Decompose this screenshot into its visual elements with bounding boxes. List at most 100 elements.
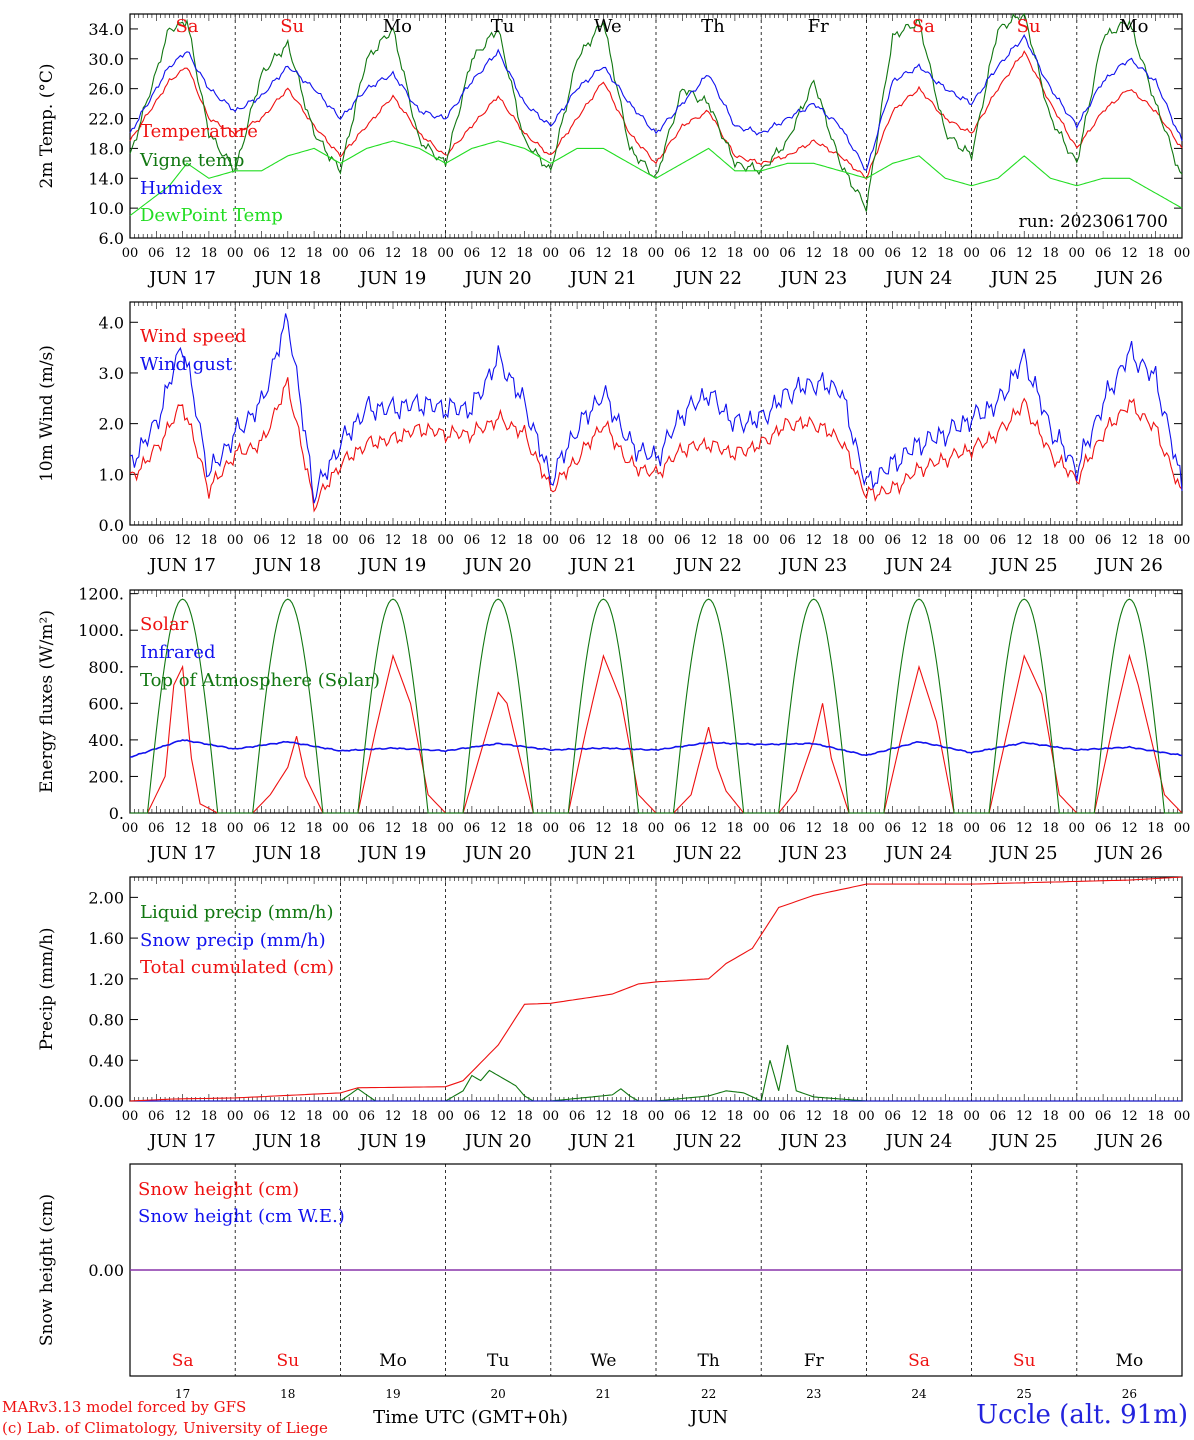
hour-tick-label: 18 — [1042, 821, 1059, 836]
hour-tick-label: 18 — [1147, 246, 1164, 261]
plot-frame — [129, 589, 1183, 814]
legend-entry: Top of Atmosphere (Solar) — [140, 670, 380, 691]
y-tick-label: 6.0 — [99, 229, 124, 248]
hour-tick-label: 00 — [753, 246, 770, 261]
hour-tick-label: 18 — [411, 533, 428, 548]
run-label: run: 2023061700 — [1019, 212, 1168, 232]
hour-tick-label: 18 — [411, 1109, 428, 1124]
date-label: JUN 26 — [1094, 843, 1163, 864]
date-label: JUN 26 — [1094, 1131, 1163, 1152]
date-label: JUN 21 — [568, 1131, 637, 1152]
panel-4: 0.00 0.40 0.80 1.20 1.60 2.00 Precip (mm/h) Liq… — [37, 876, 1190, 1152]
hour-tick-label: 18 — [937, 533, 954, 548]
date-label: JUN 25 — [989, 843, 1058, 864]
hour-tick-label: 18 — [516, 246, 533, 261]
hour-tick-label: 00 — [437, 246, 454, 261]
hour-tick-label: 06 — [569, 533, 586, 548]
weekday-label: Su — [1013, 1351, 1036, 1371]
hour-tick-label: 12 — [595, 246, 612, 261]
hour-tick-label: 12 — [280, 1109, 297, 1124]
hour-tick-label: 12 — [1121, 821, 1138, 836]
date-label: JUN 24 — [884, 555, 953, 576]
day-number-label: 22 — [701, 1387, 716, 1401]
hour-tick-label: 00 — [122, 246, 139, 261]
day-number-label: 24 — [911, 1387, 927, 1401]
hour-tick-label: 00 — [332, 246, 349, 261]
weekday-label: Tu — [491, 16, 515, 37]
hour-tick-label: 12 — [1016, 1109, 1033, 1124]
y-tick-label: 600. — [88, 694, 124, 713]
hour-tick-label: 06 — [358, 246, 375, 261]
hour-tick-label: 18 — [832, 533, 849, 548]
hour-tick-label: 12 — [595, 533, 612, 548]
hour-tick-label: 12 — [1016, 821, 1033, 836]
y-axis-label: Snow height (cm) — [37, 1194, 57, 1346]
date-label: JUN 26 — [1094, 268, 1163, 289]
hour-tick-label: 12 — [280, 246, 297, 261]
weekday-label: Sa — [912, 16, 935, 37]
hour-tick-label: 00 — [648, 246, 665, 261]
plot-frame — [129, 13, 1183, 239]
hour-tick-label: 00 — [227, 533, 244, 548]
hour-tick-label: 00 — [1174, 821, 1191, 836]
series-group — [129, 12, 1183, 217]
hour-tick-label: 06 — [1095, 246, 1112, 261]
hour-tick-label: 00 — [543, 821, 560, 836]
hour-tick-label: 18 — [832, 246, 849, 261]
weekday-label: Mo — [1116, 1351, 1144, 1371]
hour-tick-label: 00 — [858, 246, 875, 261]
y-tick-label: 1.60 — [88, 929, 124, 948]
weekday-label: Sa — [175, 16, 198, 37]
date-label: JUN 19 — [358, 555, 427, 576]
hour-tick-label: 18 — [937, 1109, 954, 1124]
weekday-label: Fr — [804, 1351, 825, 1371]
hour-tick-label: 00 — [858, 1109, 875, 1124]
hour-tick-label: 00 — [963, 246, 980, 261]
y-tick-label: 0.00 — [88, 1092, 124, 1111]
date-label: JUN 23 — [778, 268, 847, 289]
y-tick-label: 1200. — [78, 585, 124, 604]
hour-tick-label: 12 — [806, 1109, 823, 1124]
hour-tick-label: 00 — [1174, 246, 1191, 261]
hour-tick-label: 06 — [674, 246, 691, 261]
legend-entry: Vigne temp — [139, 150, 244, 171]
hour-tick-label: 12 — [385, 533, 402, 548]
hour-tick-label: 06 — [358, 533, 375, 548]
hour-tick-label: 06 — [884, 533, 901, 548]
day-number-label: 20 — [491, 1387, 506, 1401]
hour-tick-label: 18 — [201, 1109, 218, 1124]
hour-tick-label: 06 — [884, 246, 901, 261]
date-label: JUN 19 — [358, 1131, 427, 1152]
day-number-label: 26 — [1122, 1387, 1137, 1401]
hour-tick-label: 12 — [174, 821, 191, 836]
hour-tick-label: 06 — [990, 821, 1007, 836]
weekday-label: Fr — [808, 16, 829, 37]
day-number-label: 21 — [596, 1387, 611, 1401]
legend-entry: Solar — [140, 614, 189, 635]
hour-tick-label: 06 — [148, 821, 165, 836]
legend-entry: Liquid precip (mm/h) — [140, 902, 334, 923]
y-tick-label: 2.00 — [88, 888, 124, 907]
hour-tick-label: 06 — [358, 1109, 375, 1124]
y-tick-label: 1.20 — [88, 970, 124, 989]
hour-tick-label: 18 — [621, 1109, 638, 1124]
series-line-humidex — [129, 34, 1183, 171]
hour-tick-label: 18 — [1042, 246, 1059, 261]
legend-entry: Wind speed — [140, 326, 246, 347]
series-group — [129, 876, 1183, 1102]
date-label: JUN 22 — [673, 1131, 742, 1152]
hour-tick-label: 18 — [937, 821, 954, 836]
date-label: JUN 22 — [673, 555, 742, 576]
hour-tick-label: 18 — [516, 1109, 533, 1124]
hour-tick-label: 12 — [700, 533, 717, 548]
hour-tick-label: 06 — [1095, 533, 1112, 548]
series-line-wind-speed — [129, 377, 1183, 513]
series-line-wind-gust — [129, 313, 1183, 504]
hour-tick-label: 00 — [122, 821, 139, 836]
hour-tick-label: 18 — [1147, 821, 1164, 836]
hour-tick-label: 06 — [464, 533, 481, 548]
hour-tick-label: 06 — [1095, 821, 1112, 836]
hour-tick-label: 06 — [1095, 1109, 1112, 1124]
hour-tick-label: 06 — [148, 1109, 165, 1124]
hour-tick-label: 18 — [621, 246, 638, 261]
